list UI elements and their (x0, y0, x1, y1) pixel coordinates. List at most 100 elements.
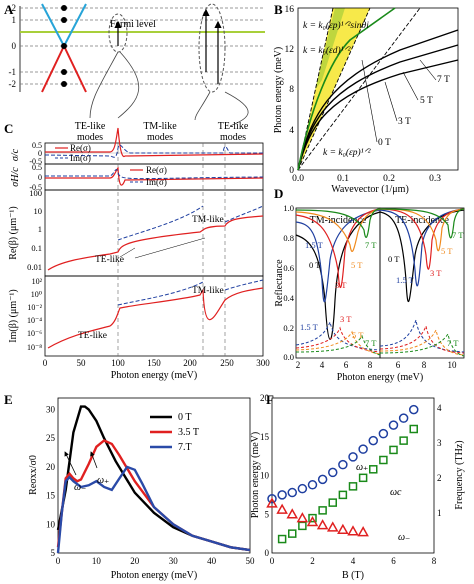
panel-d-ylabel: Reflectance (274, 259, 285, 307)
svg-text:10⁻²: 10⁻² (27, 303, 42, 312)
tm-curve-7t (295, 208, 381, 238)
svg-text:TM-like: TM-like (143, 121, 177, 132)
legend-re-sigma-2: Re(σ) (146, 165, 167, 175)
panel-f-frame (271, 397, 435, 554)
sub4-ylabel: Im(β) (μm⁻¹) (8, 289, 19, 342)
tm-curve-3t (295, 208, 381, 288)
svg-text:1.5 T: 1.5 T (300, 322, 319, 332)
svg-text:4: 4 (320, 360, 325, 370)
svg-text:3: 3 (437, 438, 442, 448)
panel-f-point-triangle (347, 525, 359, 536)
annot-omega-plus: ω₊ (97, 475, 109, 486)
eq-mid: k = k₀(εd)¹ᐟ² (303, 45, 351, 56)
svg-text:7 T: 7 T (437, 75, 450, 85)
im-beta-tm-curve (117, 279, 264, 306)
re-beta-tm-curve (117, 205, 264, 241)
panel-f-point-triangle (326, 521, 339, 532)
panel-f-point-triangle (337, 523, 349, 534)
re-beta-te-curve (47, 215, 264, 271)
svg-text:-0.5: -0.5 (29, 157, 42, 166)
panel-f-xtick: 0 (270, 556, 275, 566)
panel-c-xlabel: Photon energy (meV) (111, 370, 197, 381)
te-curve-7t (379, 208, 465, 239)
panel-f-point-circle (398, 413, 409, 423)
tm-dashed-curves (295, 320, 381, 356)
panel-f-point-triangle (276, 503, 288, 514)
panel-e-xtick: 50 (246, 556, 256, 566)
svg-text:100: 100 (111, 358, 125, 368)
panel-f-point-circle (338, 459, 348, 470)
panel-b-ylabel: Photon energy (meV) (273, 47, 284, 133)
svg-text:10: 10 (448, 360, 458, 370)
svg-text:1.5 T: 1.5 T (305, 240, 324, 250)
panel-f-ytick: 10 (260, 471, 270, 481)
te-curve-3t (379, 208, 465, 270)
panel-f-xtick: 6 (391, 556, 396, 566)
panel-a-letter: A (4, 2, 14, 17)
svg-text:10⁰: 10⁰ (31, 290, 42, 299)
panel-d-letter: D (274, 186, 283, 201)
panel-f-ytick: 20 (260, 393, 270, 403)
svg-text:3 T: 3 T (430, 268, 442, 278)
svg-text:1.0: 1.0 (283, 203, 294, 213)
svg-text:0.1: 0.1 (31, 243, 42, 253)
panel-c-region-labels: TE-like modes TM-like modes TE-like mode… (75, 121, 249, 143)
connector-4 (224, 91, 249, 127)
panel-e-series-2 (56, 465, 251, 554)
panel-f-ylabel: Photon energy (meV) (250, 432, 261, 518)
panel-f-point-square (358, 473, 368, 483)
svg-text:3 T: 3 T (335, 280, 347, 290)
panel-a-ytick: 0 (12, 41, 17, 51)
svg-text:8: 8 (289, 85, 294, 95)
svg-text:modes: modes (147, 132, 173, 143)
svg-text:-0.5: -0.5 (29, 183, 42, 192)
panel-e-series-1 (56, 439, 251, 552)
label-omega-minus: ω₋ (398, 532, 410, 543)
label-omega-c: ωc (390, 487, 402, 498)
panel-f-right-ticks: 1 2 3 4 (437, 403, 442, 518)
im-beta-tm-label: TM-like (192, 286, 224, 296)
svg-text:4: 4 (289, 126, 294, 136)
panel-f-point-triangle (286, 508, 299, 519)
panel-f-point-square (379, 455, 388, 465)
sub2-ylabel: σH/c (10, 167, 21, 187)
panel-a-ytick: -1 (9, 67, 17, 77)
panel-e-letter: E (4, 392, 13, 407)
svg-text:0: 0 (43, 358, 48, 368)
sigmah-im-curve (45, 169, 264, 180)
panel-f-ylabel-right: Frequency (THz) (454, 440, 465, 509)
svg-text:200: 200 (183, 358, 197, 368)
te-curve-5t (379, 208, 465, 252)
svg-text:TE-like: TE-like (75, 121, 106, 132)
svg-text:10: 10 (34, 206, 43, 216)
re-beta-te-label: TE-like (95, 255, 124, 265)
panel-f-point-square (369, 465, 378, 474)
panel-f-ytick: 5 (265, 509, 270, 519)
connector-1 (89, 51, 119, 119)
connector-3 (194, 91, 211, 121)
svg-text:50: 50 (77, 358, 87, 368)
te-curve-1p5t (379, 208, 465, 287)
panel-a: A 2 1 0 -1 -2 Fermi level (4, 2, 265, 127)
svg-text:10²: 10² (32, 277, 43, 286)
sub3-ylabel: Re(β) (μm⁻¹) (8, 206, 19, 259)
panel-f-point-circle (409, 404, 419, 415)
svg-text:10⁻⁴: 10⁻⁴ (27, 316, 42, 325)
svg-text:modes: modes (220, 132, 246, 143)
svg-text:0.6: 0.6 (283, 263, 294, 273)
panel-a-ytick: 2 (12, 3, 17, 13)
panel-b-curve-labels: 7 T 5 T 3 T 0 T (378, 75, 450, 148)
tm-curve-5t (295, 208, 381, 252)
svg-text:2: 2 (437, 473, 442, 483)
svg-text:3 T: 3 T (340, 314, 352, 324)
panel-c-letter: C (4, 121, 13, 136)
panel-b: B 0 4 8 12 16 0.0 0.1 0.2 0.3 Wavevector… (273, 2, 459, 195)
panel-f-letter: F (266, 392, 274, 407)
panel-f-ytick: 0 (265, 548, 270, 558)
svg-text:1: 1 (437, 508, 442, 518)
svg-text:0.0: 0.0 (292, 174, 304, 184)
svg-text:0.4: 0.4 (283, 293, 294, 303)
panel-b-yticks: 0 4 8 12 16 (285, 5, 295, 176)
